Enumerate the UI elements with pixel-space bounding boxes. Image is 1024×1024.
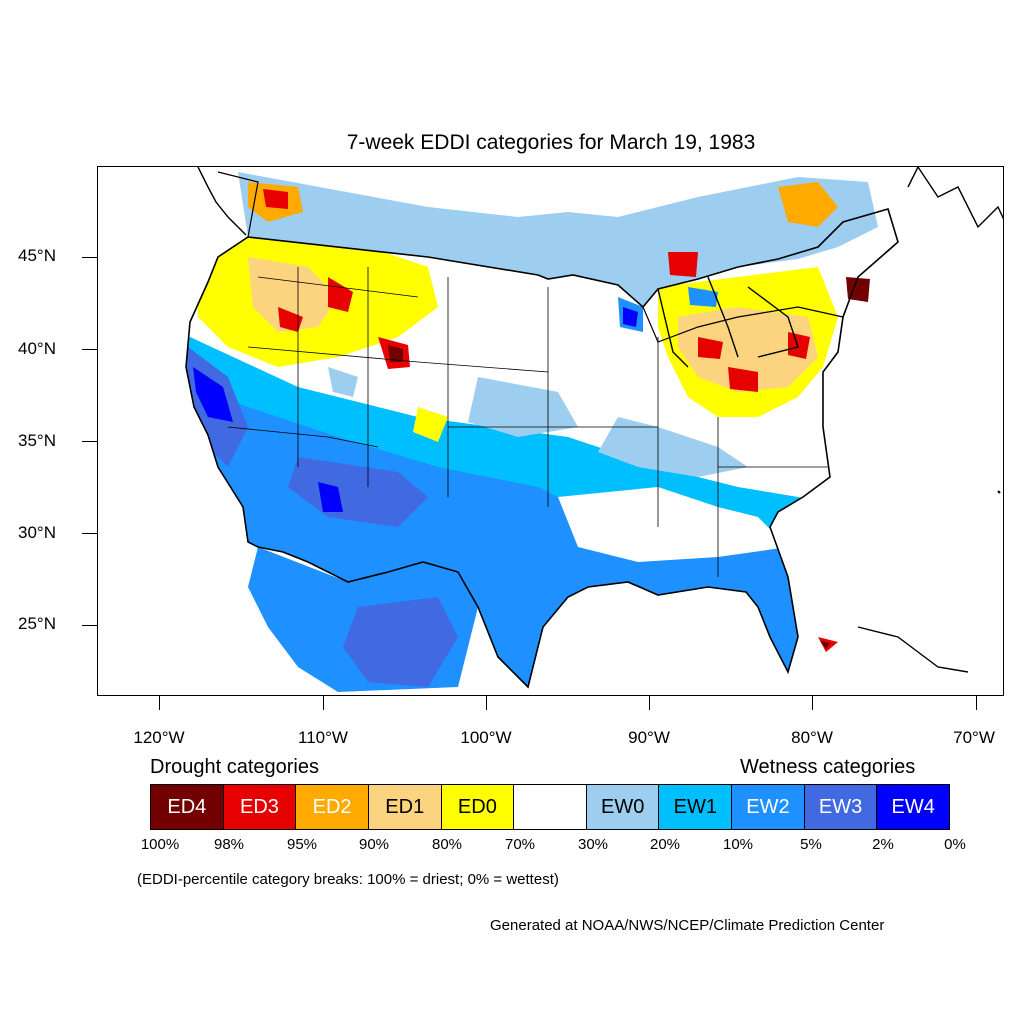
- lat-label-25: 25°N: [18, 614, 56, 633]
- eddi-map: [97, 166, 1004, 696]
- break-label: 90%: [358, 836, 390, 853]
- lat-label-35: 35°N: [18, 431, 56, 450]
- lon-tick-70: [976, 696, 977, 710]
- break-label: 95%: [286, 836, 318, 853]
- lat-label-45: 45°N: [18, 246, 56, 265]
- lon-tick-120: [159, 696, 160, 710]
- legend-box-ed0: ED0: [441, 785, 515, 829]
- lon-label-120: 120°W: [133, 728, 185, 747]
- map-title: 7-week EDDI categories for March 19, 198…: [346, 131, 756, 154]
- lon-label-90: 90°W: [628, 728, 670, 747]
- credit-line: Generated at NOAA/NWS/NCEP/Climate Predi…: [490, 917, 885, 934]
- legend-box-ed1: ED1: [368, 785, 442, 829]
- lat-label-30: 30°N: [18, 523, 56, 542]
- lon-tick-90: [649, 696, 650, 710]
- category-note: (EDDI-percentile category breaks: 100% =…: [137, 871, 559, 888]
- legend-box-ew3: EW3: [804, 785, 878, 829]
- legend-box-ed3: ED3: [223, 785, 297, 829]
- lat-tick-25: [82, 625, 97, 626]
- drought-heading: Drought categories: [150, 756, 319, 778]
- lat-tick-40: [82, 349, 97, 350]
- break-label: 0%: [944, 836, 966, 853]
- legend-box-ew4: EW4: [877, 785, 950, 829]
- lat-label-40: 40°N: [18, 339, 56, 358]
- legend-box-ed4: ED4: [151, 785, 224, 829]
- legend-box-neutral: [514, 785, 587, 829]
- lon-label-80: 80°W: [791, 728, 833, 747]
- break-label: 2%: [872, 836, 894, 853]
- break-label: 20%: [649, 836, 681, 853]
- legend-box-ew2: EW2: [732, 785, 805, 829]
- map-canvas: [185, 167, 1003, 692]
- wetness-heading: Wetness categories: [740, 756, 916, 778]
- break-label: 10%: [722, 836, 754, 853]
- lat-tick-45: [82, 257, 97, 258]
- break-label: 30%: [577, 836, 609, 853]
- category-legend: ED4 ED3 ED2 ED1 ED0 EW0 EW1 EW2 EW3 EW4: [150, 784, 950, 830]
- break-label: 70%: [504, 836, 536, 853]
- break-label: 100%: [140, 836, 180, 853]
- legend-box-ew0: EW0: [586, 785, 660, 829]
- break-label: 5%: [800, 836, 822, 853]
- lat-tick-30: [82, 533, 97, 534]
- break-label: 80%: [431, 836, 463, 853]
- break-label: 98%: [213, 836, 245, 853]
- lon-label-110: 110°W: [298, 728, 348, 747]
- lon-tick-80: [812, 696, 813, 710]
- lat-tick-35: [82, 441, 97, 442]
- legend-box-ed2: ED2: [296, 785, 369, 829]
- lon-tick-110: [323, 696, 324, 710]
- legend-box-ew1: EW1: [659, 785, 733, 829]
- lon-label-70: 70°W: [953, 728, 995, 747]
- lon-label-100: 100°W: [460, 728, 512, 747]
- lon-tick-100: [486, 696, 487, 710]
